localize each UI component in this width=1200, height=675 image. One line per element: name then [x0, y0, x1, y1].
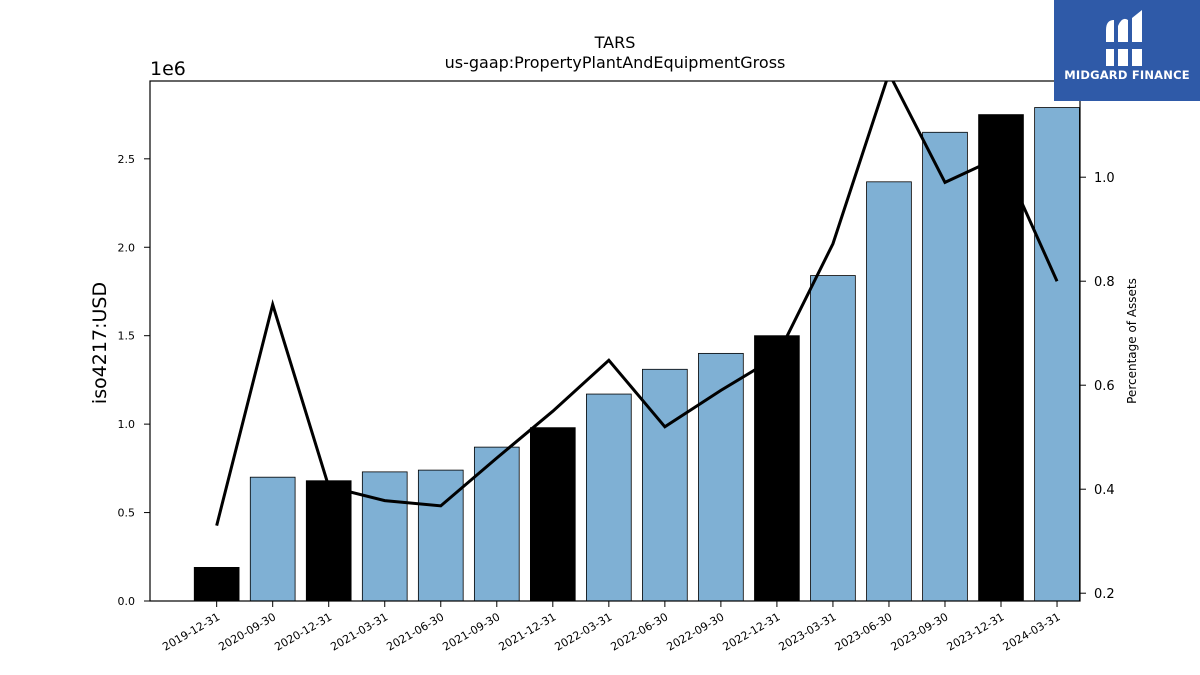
y-axis-offset-label: 1e6	[150, 58, 186, 80]
bar-2021-12-31	[530, 427, 576, 602]
y-tick-label: 2.5	[118, 153, 136, 166]
y-tick-label: 2.0	[118, 241, 136, 254]
bar-2023-09-30	[922, 131, 968, 602]
x-tick-label: 2021-12-31	[496, 610, 558, 653]
bar-2023-03-31	[810, 275, 856, 602]
y2-tick-label: 0.2	[1094, 587, 1115, 602]
bar-2023-06-30	[866, 181, 912, 602]
y2-tick-label: 0.6	[1094, 379, 1115, 394]
bar-2022-12-31	[754, 335, 800, 602]
y2-tick-label: 0.4	[1094, 483, 1115, 498]
x-tick-label: 2022-03-31	[552, 610, 614, 653]
y-tick-label: 1.0	[118, 418, 136, 431]
percentage-of-assets-line	[215, 81, 1059, 526]
y2-tick-label: 1.0	[1094, 171, 1115, 186]
x-tick-label: 2020-09-30	[216, 610, 278, 653]
y2-axis-label: Percentage of Assets	[1125, 278, 1139, 404]
logo-text: MIDGARD FINANCE	[1064, 68, 1190, 82]
bar-2022-03-31	[586, 393, 632, 602]
x-tick-label: 2022-12-31	[721, 610, 783, 653]
bar-2019-12-31	[193, 566, 240, 602]
y-tick-label: 0.5	[118, 507, 136, 520]
x-tick-label: 2019-12-31	[160, 610, 222, 653]
bar-2023-12-31	[978, 114, 1024, 602]
midgard-logo-icon	[1106, 10, 1142, 66]
y-tick-label: 0.0	[118, 595, 136, 608]
y-axis-label: iso4217:USD	[89, 282, 111, 404]
y2-tick-label: 0.8	[1094, 275, 1115, 290]
bar-2021-09-30	[473, 446, 520, 602]
x-tick-label: 2021-09-30	[440, 610, 502, 653]
percentage-line-series	[215, 81, 1059, 526]
bar-2021-03-31	[361, 471, 408, 602]
bars	[193, 107, 1080, 602]
midgard-finance-logo: MIDGARD FINANCE	[1054, 0, 1200, 101]
x-tick-label: 2021-03-31	[328, 610, 390, 653]
bar-2022-09-30	[698, 352, 744, 602]
chart-title: TARS	[594, 33, 636, 52]
chart-subtitle: us-gaap:PropertyPlantAndEquipmentGross	[445, 53, 786, 72]
bar-2021-06-30	[417, 469, 464, 602]
x-tick-label: 2023-03-31	[777, 610, 839, 653]
x-tick-label: 2023-06-30	[833, 610, 895, 653]
bar-2022-06-30	[642, 368, 688, 602]
x-tick-label: 2022-06-30	[608, 610, 670, 653]
y-tick-label: 1.5	[118, 330, 136, 343]
x-tick-label: 2020-12-31	[272, 610, 334, 653]
x-tick-label: 2022-09-30	[665, 610, 727, 653]
x-tick-label: 2024-03-31	[1001, 610, 1063, 653]
x-tick-label: 2021-06-30	[384, 610, 446, 653]
bar-2024-03-31	[1034, 107, 1080, 602]
x-tick-label: 2023-12-31	[945, 610, 1007, 653]
x-tick-label: 2023-09-30	[889, 610, 951, 653]
bar-2020-09-30	[249, 476, 296, 602]
bar-2020-12-31	[305, 480, 352, 602]
plot-frame	[149, 80, 1081, 602]
